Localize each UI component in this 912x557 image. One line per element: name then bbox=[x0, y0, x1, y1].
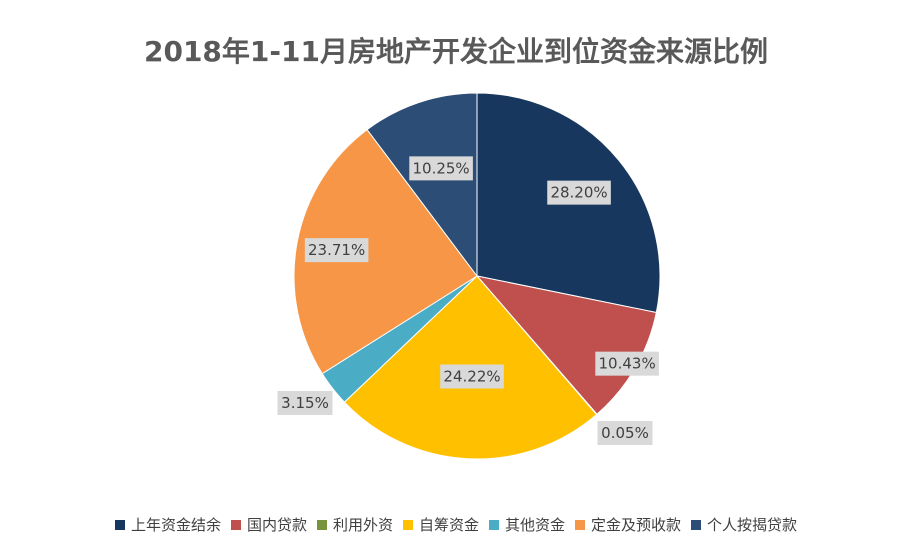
data-label-box bbox=[409, 156, 473, 181]
data-label-text: 28.20% bbox=[550, 184, 607, 202]
data-label-3: 24.22% bbox=[440, 364, 504, 389]
legend-swatch bbox=[316, 519, 327, 530]
legend-item-1: 国内贷款 bbox=[230, 514, 307, 535]
legend-label: 定金及预收款 bbox=[591, 516, 682, 534]
data-label-4: 3.15% bbox=[277, 391, 333, 415]
legend-swatch bbox=[114, 519, 125, 530]
data-label-box bbox=[304, 238, 369, 263]
legend-item-3: 自筹资金 bbox=[402, 514, 479, 535]
legend-item-5: 定金及预收款 bbox=[575, 514, 681, 535]
legend-label: 国内贷款 bbox=[246, 516, 307, 534]
data-label-text: 10.43% bbox=[599, 355, 656, 373]
pie-slices bbox=[293, 92, 661, 460]
legend-item-6: 个人按揭贷款 bbox=[691, 514, 797, 535]
legend-label: 上年资金结余 bbox=[130, 516, 221, 534]
data-label-box bbox=[547, 180, 611, 205]
data-label-text: 10.25% bbox=[412, 159, 469, 177]
data-label-box bbox=[597, 421, 653, 445]
legend-item-0: 上年资金结余 bbox=[114, 514, 221, 535]
pie-slice-6 bbox=[366, 92, 478, 278]
data-labels: 28.20% 10.43% 0.05% 24.22% 3.15% 23.71% 10.25% bbox=[277, 156, 659, 445]
data-label-box bbox=[277, 391, 333, 415]
legend-swatch bbox=[230, 519, 241, 530]
legend-label: 其他资金 bbox=[505, 516, 566, 534]
pie-slice-5 bbox=[293, 128, 478, 375]
data-label-text: 24.22% bbox=[443, 368, 500, 386]
legend-label: 利用外资 bbox=[332, 516, 393, 534]
legend-swatch bbox=[691, 519, 702, 530]
data-label-box bbox=[595, 351, 659, 376]
data-label-box bbox=[440, 364, 504, 389]
data-label-6: 10.25% bbox=[409, 156, 473, 181]
legend-item-2: 利用外资 bbox=[316, 514, 393, 535]
data-label-2: 0.05% bbox=[597, 421, 653, 445]
chart-title: 2018年1-11月房地产开发企业到位资金来源比例 bbox=[143, 35, 768, 68]
data-label-text: 0.05% bbox=[601, 424, 649, 442]
data-label-text: 23.71% bbox=[308, 241, 365, 259]
legend: 上年资金结余 国内贷款 利用外资 自筹资金 其他资金 定金及预收款 个人按揭贷款 bbox=[0, 514, 912, 535]
legend-label: 自筹资金 bbox=[418, 516, 479, 534]
legend-swatch bbox=[575, 519, 586, 530]
legend-swatch bbox=[402, 519, 413, 530]
data-label-text: 3.15% bbox=[281, 394, 329, 412]
data-label-1: 10.43% bbox=[595, 351, 659, 376]
legend-label: 个人按揭贷款 bbox=[707, 516, 798, 534]
data-label-5: 23.71% bbox=[304, 238, 369, 263]
legend-swatch bbox=[489, 519, 499, 530]
data-label-0: 28.20% bbox=[547, 180, 611, 205]
legend-item-4: 其他资金 bbox=[489, 514, 565, 535]
